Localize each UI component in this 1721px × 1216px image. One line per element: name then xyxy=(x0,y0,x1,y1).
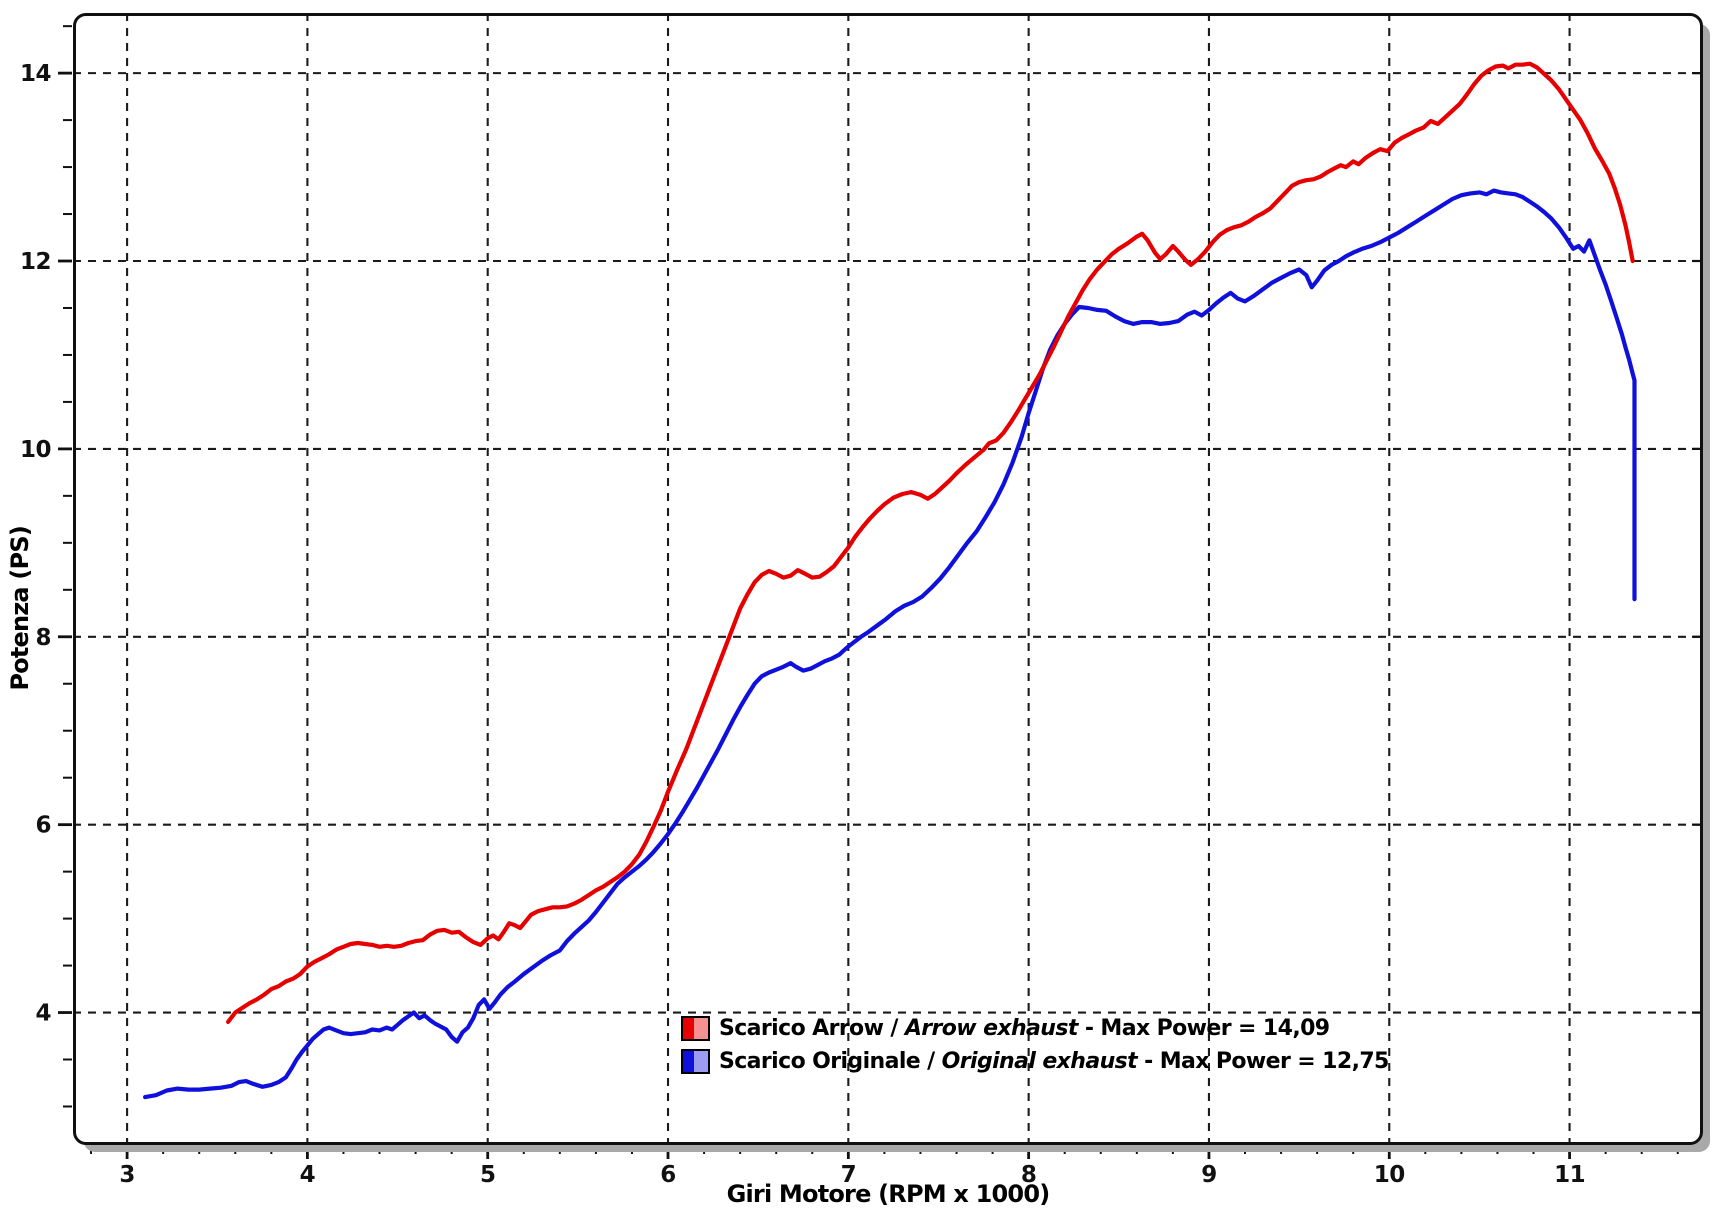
legend-row-arrow-exhaust: Scarico Arrow / Arrow exhaust - Max Powe… xyxy=(681,1014,1389,1043)
svg-text:12: 12 xyxy=(20,249,51,275)
svg-text:5: 5 xyxy=(480,1162,496,1188)
svg-text:4: 4 xyxy=(35,1001,51,1027)
original-exhaust-curve xyxy=(143,188,1637,1100)
svg-text:7: 7 xyxy=(841,1162,857,1188)
arrow-exhaust-swatch-icon xyxy=(681,1016,710,1041)
svg-text:10: 10 xyxy=(1374,1162,1405,1188)
legend: Scarico Arrow / Arrow exhaust - Max Powe… xyxy=(681,1014,1389,1076)
svg-text:8: 8 xyxy=(1021,1162,1037,1188)
svg-text:8: 8 xyxy=(35,625,51,651)
legend-row-original-exhaust: Scarico Originale / Original exhaust - M… xyxy=(681,1047,1389,1076)
arrow-exhaust-curve xyxy=(226,61,1635,1024)
svg-text:11: 11 xyxy=(1554,1162,1585,1188)
svg-text:4: 4 xyxy=(300,1162,316,1188)
svg-text:6: 6 xyxy=(35,813,51,839)
svg-text:10: 10 xyxy=(20,437,51,463)
svg-text:6: 6 xyxy=(660,1162,676,1188)
gridlines xyxy=(75,15,1701,1143)
x-axis-title: Giri Motore (RPM x 1000) xyxy=(726,1180,1051,1208)
svg-text:14: 14 xyxy=(20,61,51,87)
y-tick-labels: 4 6 8 10 12 14 xyxy=(20,61,52,1027)
axis-ticks xyxy=(58,25,1701,1159)
svg-text:3: 3 xyxy=(119,1162,135,1188)
original-exhaust-swatch-icon xyxy=(681,1049,710,1074)
legend-label-arrow: Scarico Arrow / Arrow exhaust - Max Powe… xyxy=(719,1016,1330,1041)
x-tick-labels: 3 4 5 6 7 8 9 10 11 xyxy=(119,1162,1585,1188)
y-axis-title: Potenza (PS) xyxy=(6,525,34,691)
legend-label-original: Scarico Originale / Original exhaust - M… xyxy=(719,1049,1389,1074)
svg-text:9: 9 xyxy=(1201,1162,1217,1188)
